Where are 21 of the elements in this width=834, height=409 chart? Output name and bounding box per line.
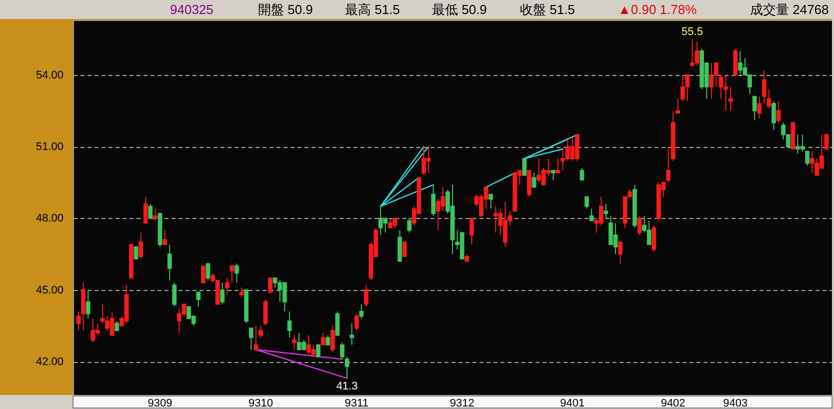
text: 最低 50.9 xyxy=(432,2,487,17)
text: 開盤 50.9 xyxy=(258,2,313,17)
x-tick-label: 9403 xyxy=(723,398,748,409)
text: 成交量 24768 xyxy=(750,2,829,17)
text: 收盤 51.5 xyxy=(520,2,575,17)
annotation: 55.5 xyxy=(682,26,703,38)
y-tick-label: 54.00 xyxy=(36,69,64,82)
text: 最高 51.5 xyxy=(345,2,400,17)
x-tick-label: 9401 xyxy=(560,398,585,409)
annotation: 41.3 xyxy=(336,380,358,392)
text: 940325 xyxy=(170,2,214,17)
text: ▲0.90 1.78% xyxy=(618,2,698,17)
y-tick-label: 48.00 xyxy=(36,212,64,225)
y-tick-label: 42.00 xyxy=(36,356,64,368)
x-tick-label: 9309 xyxy=(148,398,172,409)
y-tick-label: 45.00 xyxy=(36,284,64,296)
x-tick-label: 9402 xyxy=(660,398,686,409)
x-tick-label: 9310 xyxy=(248,398,273,409)
x-tick-label: 9312 xyxy=(450,398,474,409)
x-tick-label: 9311 xyxy=(344,398,368,409)
y-tick-label: 51.00 xyxy=(36,141,64,154)
